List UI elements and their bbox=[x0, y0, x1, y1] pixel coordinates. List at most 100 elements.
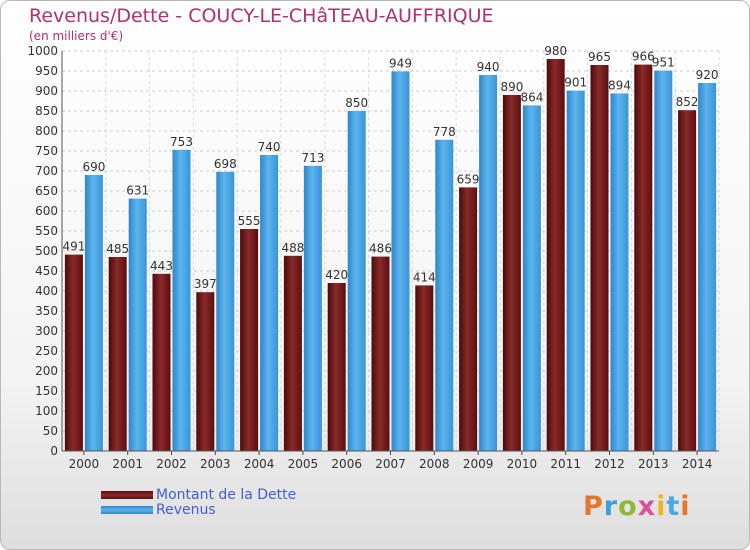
x-tick-label-2004: 2004 bbox=[244, 457, 275, 471]
bar-revenus-2012 bbox=[610, 93, 629, 452]
x-tick-label-2006: 2006 bbox=[331, 457, 362, 471]
y-tick-label-50: 50 bbox=[43, 424, 58, 438]
legend-item-dette: Montant de la Dette bbox=[101, 487, 361, 503]
legend-swatch-dette bbox=[101, 491, 153, 499]
bar-revenus-2008 bbox=[435, 139, 454, 452]
y-tick-label-500: 500 bbox=[35, 244, 58, 258]
y-tick-label-100: 100 bbox=[35, 404, 58, 418]
bar-revenus-2014 bbox=[698, 83, 717, 451]
y-tick-label-300: 300 bbox=[35, 324, 58, 338]
x-tick-label-2014: 2014 bbox=[682, 457, 713, 471]
y-tick-label-950: 950 bbox=[35, 64, 58, 78]
data-label-revenus-2000: 690 bbox=[82, 160, 105, 174]
x-tick-label-2005: 2005 bbox=[288, 457, 319, 471]
x-tick-label-2012: 2012 bbox=[594, 457, 625, 471]
data-label-revenus-2003: 698 bbox=[214, 157, 237, 171]
data-label-dette-2011: 980 bbox=[544, 44, 567, 58]
data-label-dette-2001: 485 bbox=[106, 242, 129, 256]
bar-dette-2004 bbox=[240, 229, 259, 451]
data-label-dette-2000: 491 bbox=[62, 240, 85, 254]
data-label-dette-2012: 965 bbox=[588, 50, 611, 64]
logo-letter: i bbox=[680, 491, 691, 522]
data-label-dette-2002: 443 bbox=[150, 259, 173, 273]
data-label-revenus-2014: 920 bbox=[696, 68, 719, 82]
logo-letter: o bbox=[618, 491, 638, 522]
y-tick-label-850: 850 bbox=[35, 104, 58, 118]
chart-subtitle: (en milliers d'€) bbox=[29, 29, 124, 43]
x-tick-label-2003: 2003 bbox=[200, 457, 231, 471]
data-label-revenus-2007: 949 bbox=[389, 56, 412, 70]
legend-swatch-revenus bbox=[101, 506, 153, 514]
bar-dette-2013 bbox=[634, 64, 653, 451]
bar-revenus-2010 bbox=[522, 105, 541, 452]
data-label-dette-2003: 397 bbox=[194, 277, 217, 291]
bar-dette-2000 bbox=[64, 254, 83, 451]
y-tick-label-550: 550 bbox=[35, 224, 58, 238]
y-tick-label-700: 700 bbox=[35, 164, 58, 178]
x-tick-label-2001: 2001 bbox=[112, 457, 143, 471]
data-label-revenus-2013: 951 bbox=[652, 56, 675, 70]
data-label-revenus-2008: 778 bbox=[433, 125, 456, 139]
bar-dette-2008 bbox=[415, 285, 434, 451]
bar-dette-2011 bbox=[546, 59, 565, 451]
y-tick-label-250: 250 bbox=[35, 344, 58, 358]
data-label-dette-2014: 852 bbox=[676, 95, 699, 109]
data-label-dette-2007: 486 bbox=[369, 242, 392, 256]
bar-dette-2009 bbox=[459, 187, 478, 451]
y-tick-label-750: 750 bbox=[35, 144, 58, 158]
y-tick-label-450: 450 bbox=[35, 264, 58, 278]
x-tick-label-2002: 2002 bbox=[156, 457, 187, 471]
data-label-dette-2006: 420 bbox=[325, 268, 348, 282]
y-tick-label-800: 800 bbox=[35, 124, 58, 138]
data-label-revenus-2004: 740 bbox=[258, 140, 281, 154]
bar-revenus-2002 bbox=[172, 149, 191, 452]
y-tick-label-350: 350 bbox=[35, 304, 58, 318]
bar-dette-2007 bbox=[371, 256, 390, 451]
bar-dette-2003 bbox=[196, 292, 215, 451]
bar-dette-2006 bbox=[327, 283, 346, 451]
bar-dette-2005 bbox=[283, 255, 302, 451]
data-label-dette-2004: 555 bbox=[238, 214, 261, 228]
x-tick-label-2013: 2013 bbox=[638, 457, 669, 471]
x-tick-label-2008: 2008 bbox=[419, 457, 450, 471]
bar-revenus-2009 bbox=[479, 75, 498, 451]
logo-letter: r bbox=[603, 491, 619, 522]
legend-label-revenus: Revenus bbox=[156, 502, 216, 518]
bar-revenus-2004 bbox=[260, 155, 279, 451]
chart-title: Revenus/Dette - COUCY-LE-CHâTEAU-AUFFRIQ… bbox=[29, 5, 494, 27]
y-tick-label-150: 150 bbox=[35, 384, 58, 398]
data-label-dette-2010: 890 bbox=[500, 80, 523, 94]
x-tick-label-2009: 2009 bbox=[463, 457, 494, 471]
data-label-revenus-2011: 901 bbox=[564, 76, 587, 90]
bar-dette-2014 bbox=[678, 110, 697, 451]
data-label-revenus-2002: 753 bbox=[170, 135, 193, 149]
bar-revenus-2000 bbox=[84, 175, 103, 451]
y-tick-label-400: 400 bbox=[35, 284, 58, 298]
bar-dette-2012 bbox=[590, 65, 609, 451]
data-label-revenus-2006: 850 bbox=[345, 96, 368, 110]
data-label-revenus-2012: 894 bbox=[608, 78, 631, 92]
bar-revenus-2003 bbox=[216, 171, 235, 452]
data-label-revenus-2010: 864 bbox=[520, 90, 543, 104]
bar-revenus-2005 bbox=[303, 165, 322, 452]
bar-revenus-2006 bbox=[347, 111, 366, 451]
data-label-dette-2013: 966 bbox=[632, 50, 655, 64]
y-tick-label-0: 0 bbox=[50, 444, 58, 458]
bar-dette-2002 bbox=[152, 273, 171, 451]
bar-dette-2001 bbox=[108, 257, 127, 451]
legend-label-dette: Montant de la Dette bbox=[156, 487, 297, 503]
y-tick-label-650: 650 bbox=[35, 184, 58, 198]
x-tick-label-2010: 2010 bbox=[507, 457, 538, 471]
proxiti-logo: Proxiti bbox=[583, 491, 691, 522]
data-label-revenus-2009: 940 bbox=[477, 60, 500, 74]
logo-letter: i bbox=[656, 491, 667, 522]
y-tick-label-600: 600 bbox=[35, 204, 58, 218]
legend-item-revenus: Revenus bbox=[101, 502, 361, 518]
y-tick-label-200: 200 bbox=[35, 364, 58, 378]
data-label-revenus-2005: 713 bbox=[301, 151, 324, 165]
x-tick-label-2011: 2011 bbox=[550, 457, 581, 471]
logo-letter: x bbox=[637, 491, 657, 522]
data-label-dette-2008: 414 bbox=[413, 270, 436, 284]
